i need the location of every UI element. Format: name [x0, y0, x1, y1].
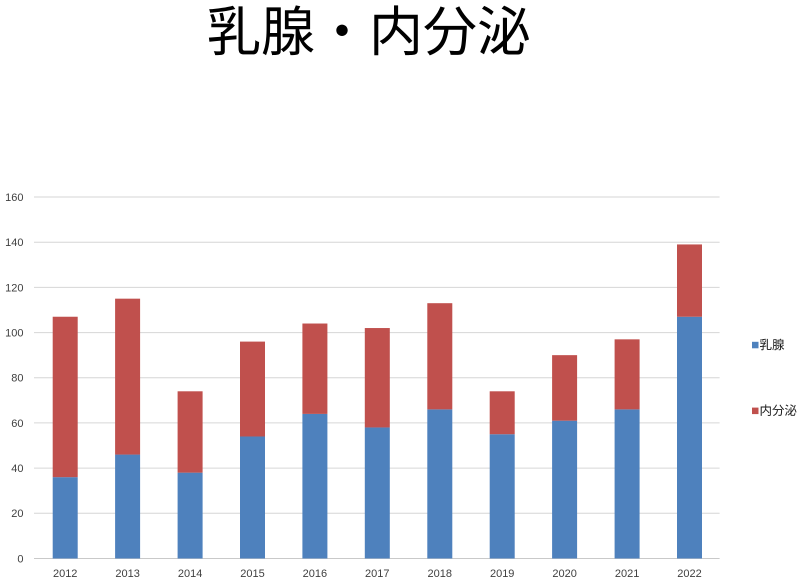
- svg-text:0: 0: [17, 553, 23, 565]
- svg-text:40: 40: [11, 463, 23, 475]
- svg-text:2018: 2018: [428, 568, 452, 580]
- svg-text:120: 120: [5, 282, 23, 294]
- svg-text:160: 160: [5, 192, 23, 204]
- svg-text:2021: 2021: [615, 568, 639, 580]
- svg-text:2019: 2019: [490, 568, 514, 580]
- svg-text:80: 80: [11, 373, 23, 385]
- svg-text:2014: 2014: [178, 568, 202, 580]
- svg-text:2020: 2020: [552, 568, 576, 580]
- svg-text:140: 140: [5, 237, 23, 249]
- svg-text:20: 20: [11, 508, 23, 520]
- svg-text:2022: 2022: [677, 568, 701, 580]
- svg-text:2012: 2012: [53, 568, 77, 580]
- svg-text:60: 60: [11, 418, 23, 430]
- svg-text:100: 100: [5, 328, 23, 340]
- svg-text:2013: 2013: [115, 568, 139, 580]
- svg-text:2017: 2017: [365, 568, 389, 580]
- svg-text:2016: 2016: [303, 568, 327, 580]
- svg-text:2015: 2015: [240, 568, 264, 580]
